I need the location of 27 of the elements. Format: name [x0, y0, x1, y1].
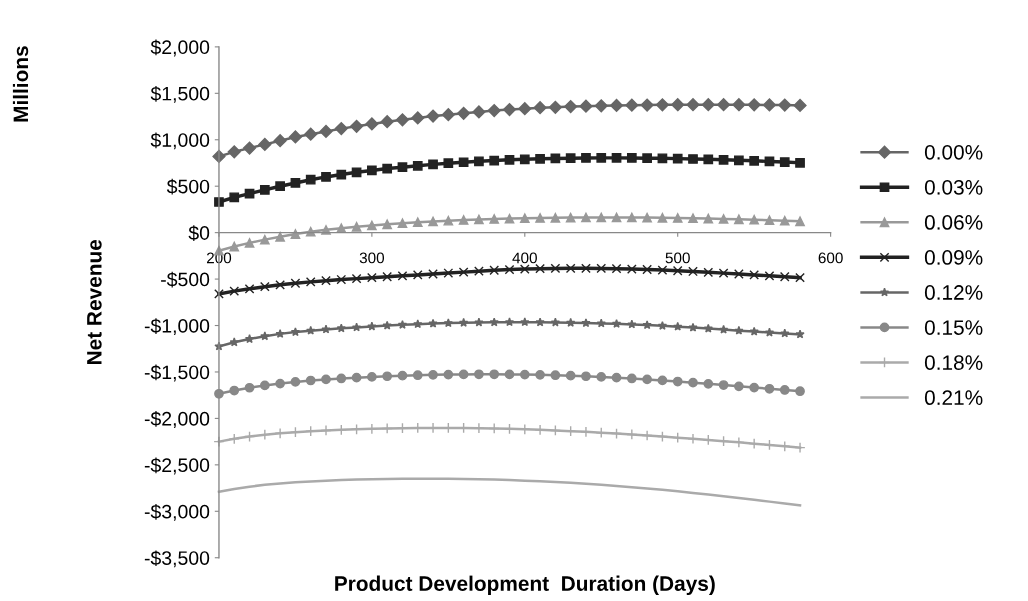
legend-label: 0.15% — [924, 320, 983, 335]
legend-label: 0.21% — [924, 390, 983, 406]
x-tick-label: 600 — [818, 252, 843, 264]
y-tick-label: -$3,500 — [144, 550, 210, 568]
y-tick-label: -$2,000 — [144, 411, 210, 428]
y-tick-label: -$500 — [161, 271, 210, 288]
y-tick-label: -$1,000 — [144, 318, 210, 336]
y-tick-label: $1,500 — [150, 85, 210, 103]
legend-label: 0.06% — [924, 215, 983, 230]
legend-label: 0.09% — [924, 250, 983, 265]
y-tick-label: $0 — [188, 225, 210, 242]
legend-label: 0.03% — [924, 179, 983, 195]
x-axis-title: Product Development Duration (Days) — [335, 575, 715, 596]
legend-label: 0.18% — [924, 355, 983, 370]
x-tick-label: 400 — [512, 252, 537, 264]
y-tick-label: $2,000 — [150, 39, 210, 57]
text: Millions — [12, 46, 29, 122]
x-tick-label: 500 — [665, 252, 690, 264]
legend-label: 0.00% — [924, 144, 983, 160]
y-tick-label: $1,000 — [150, 132, 210, 150]
y-tick-label: -$1,500 — [144, 364, 210, 382]
x-tick-label: 300 — [359, 252, 385, 264]
y-axis-title: Net Revenue — [87, 239, 102, 365]
y-tick-label: -$3,000 — [144, 503, 210, 521]
y-tick-label: -$2,500 — [144, 457, 210, 475]
y-tick-label: $500 — [166, 178, 210, 195]
legend-label: 0.12% — [924, 285, 983, 300]
